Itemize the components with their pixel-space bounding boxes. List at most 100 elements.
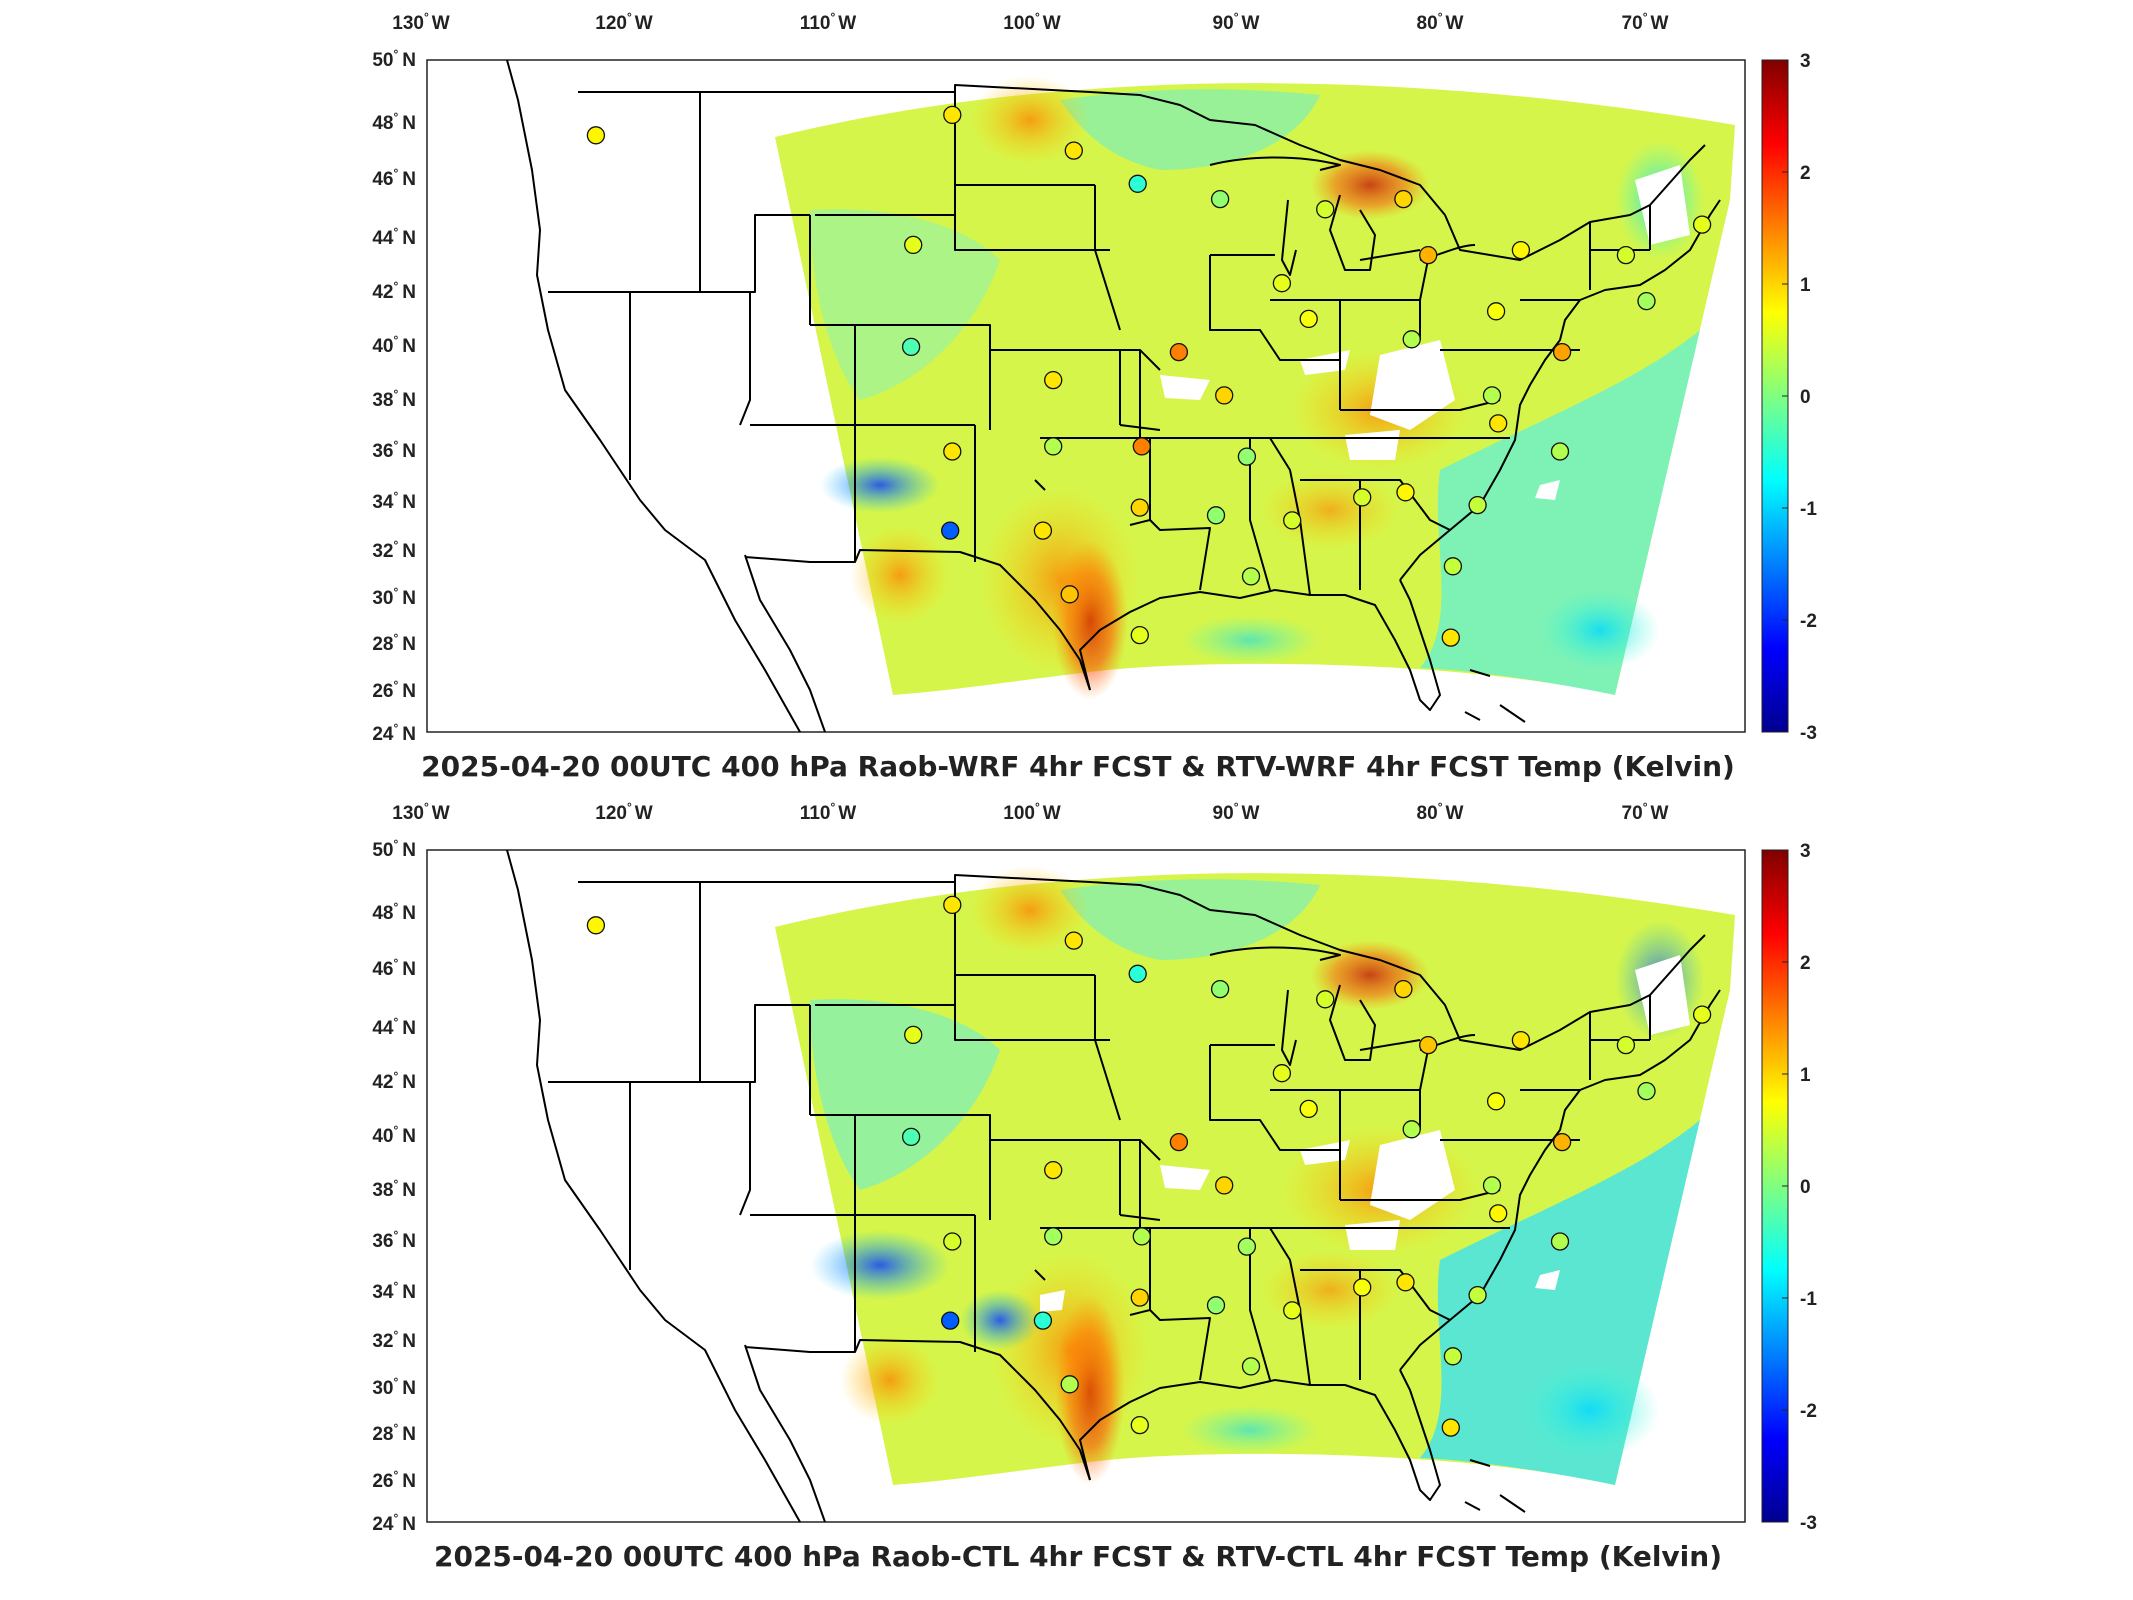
lon-tick-label: 110° W [800,10,856,34]
lat-deg: 50 [372,840,393,861]
lat-deg: 32 [372,1331,393,1352]
raob-station-marker [1441,628,1460,647]
domain-cool-north [1060,879,1320,960]
raob-station-marker [1130,1288,1149,1307]
lat-dir: N [402,903,416,924]
raob-station-marker [1283,1301,1302,1320]
lat-dir: N [402,840,416,861]
colorbar-tick-labels: 3 2 1 0 -1 -2 -3 [1782,51,1817,744]
lat-tick-label: 36° N [372,438,416,462]
raob-station-marker [1130,498,1149,517]
raob-station-marker [1206,1296,1226,1315]
lat-dir: N [402,113,416,134]
raob-station-marker [1443,557,1463,576]
lat-tick-label: 26° N [372,1468,416,1492]
lat-dir: N [402,1231,416,1252]
lat-deg: 44 [372,228,394,249]
lat-deg: 42 [372,1072,393,1093]
raob-station-marker [1060,585,1079,604]
colorbar: 3 2 1 0 -1 -2 -3 [1761,51,1817,744]
raob-stations [586,895,1712,1437]
lon-deg: 70 [1622,803,1643,824]
west-coast-outline [506,849,801,1523]
lon-tick-label: 130° W [392,10,450,34]
lat-tick-label: 34° N [372,489,416,513]
baja-outline [744,554,826,733]
degree-symbol: ° [627,10,632,24]
raob-station-marker [1299,309,1318,329]
raob-station-marker [1299,1099,1318,1119]
missing-data-patch [1535,1270,1560,1290]
lat-deg: 36 [372,441,393,462]
lat-tick-label: 28° N [372,631,416,655]
lat-deg: 46 [372,169,393,190]
lat-dir: N [402,1424,416,1445]
lat-dir: N [402,634,416,655]
lon-deg: 110 [800,13,831,34]
domain-cool-west [810,999,1000,1190]
colorbar-tick-label: -2 [1800,1401,1817,1422]
lon-dir: W [1043,13,1061,34]
raob-station-marker [1637,1081,1656,1101]
state-lines-west [548,882,1121,1352]
degree-symbol: ° [393,1177,398,1191]
degree-symbol: ° [393,333,398,347]
lat-dir: N [402,390,416,411]
colorbar-tick-label: -1 [1800,1289,1817,1310]
lat-deg: 24 [372,1514,394,1535]
raob-station-marker [1616,1035,1636,1055]
state-lines-west [548,92,1121,562]
lon-dir: W [1446,13,1464,34]
raob-station-marker [904,235,923,255]
lat-tick-label: 26° N [372,678,416,702]
lat-dir: N [402,336,416,357]
lon-tick-label: 100° W [1003,800,1061,824]
lat-deg: 42 [372,282,393,303]
warm-anomaly-texas-outer [980,485,1140,675]
lat-dir: N [402,282,416,303]
warm-anomaly-texas-outer [990,1250,1150,1450]
raob-station-marker [1272,1064,1292,1083]
map-panel-raob-ctl: 130° W 120° W 110° W 100° W 90° W 80° W 70° W 50° N48°… [372,800,1817,1573]
raob-station-marker [1316,200,1335,219]
lat-tick-label: 40° N [372,333,416,357]
raob-station-marker [941,1311,960,1330]
lon-tick-label: 90° W [1213,800,1260,824]
degree-symbol: ° [393,837,398,851]
lon-deg: 90 [1213,803,1234,824]
lat-tick-label: 24° N [372,1511,416,1535]
raob-station-marker [1550,1232,1570,1251]
missing-data-patch [1370,340,1455,430]
boundary-lines [506,59,1721,733]
cool-anomaly-westtexas [960,1290,1040,1350]
raob-station-marker [1210,979,1230,999]
lat-tick-label: 44° N [372,225,416,249]
lon-deg: 120 [595,13,627,34]
lat-deg: 26 [372,1471,393,1492]
raob-station-marker [1064,931,1083,950]
lat-deg: 38 [372,1180,393,1201]
great-lakes [1209,946,1476,1066]
degree-symbol: ° [1035,10,1040,24]
missing-data-patch [1345,430,1400,460]
lon-deg: 130 [392,13,424,34]
cool-anomaly-gulf [1180,615,1320,665]
lat-tick-labels-left: 50° N48° N46° N44° N42° N40° N38° N36° N34° N32° N… [372,837,416,1535]
baja-outline [744,1344,826,1523]
lat-dir: N [402,1471,416,1492]
degree-symbol: ° [393,1375,398,1389]
lat-deg: 48 [372,113,393,134]
lat-deg: 38 [372,390,393,411]
colorbar-tick-label: 1 [1800,275,1811,296]
raob-station-marker [1402,1120,1421,1139]
lat-dir: N [402,1282,416,1303]
degree-symbol: ° [1234,800,1239,814]
raob-station-marker [1489,414,1508,433]
gulf-coast [1079,1369,1441,1501]
lon-dir: W [1651,13,1669,34]
canada-border [578,874,1706,1051]
lat-tick-label: 48° N [372,900,416,924]
us-mexico-border [744,1339,1091,1481]
lat-dir: N [402,588,416,609]
warm-anomaly-dakota [970,75,1090,165]
